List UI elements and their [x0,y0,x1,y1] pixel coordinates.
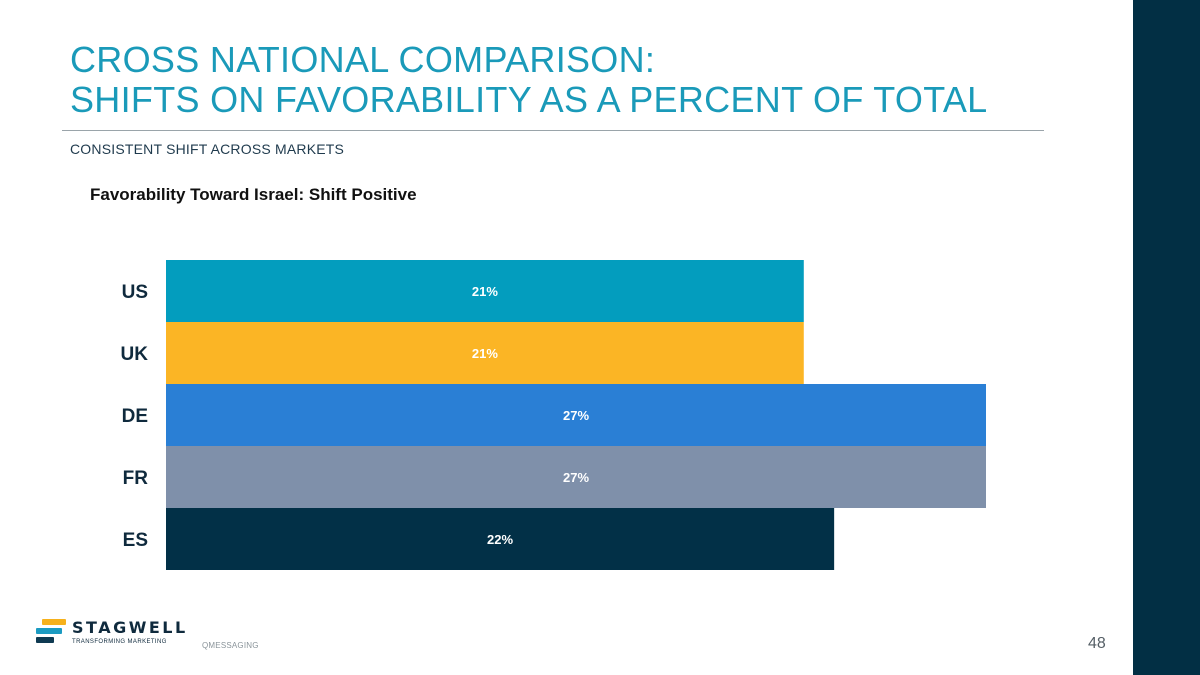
bar-uk [166,322,804,384]
subtitle: CONSISTENT SHIFT ACROSS MARKETS [70,141,345,157]
category-label-es: ES [123,530,148,551]
page-title: CROSS NATIONAL COMPARISON: SHIFTS ON FAV… [70,40,987,120]
bar-value-label-es: 22% [487,532,513,547]
bar-de [166,384,986,446]
bar-fr [166,446,986,508]
category-label-de: DE [122,406,148,427]
logo-tagline: TRANSFORMING MARKETING [72,639,167,645]
category-label-fr: FR [123,468,149,489]
bar-es [166,508,835,570]
stagwell-mark-icon [36,619,66,643]
right-accent-band [1133,0,1200,675]
title-line-1: CROSS NATIONAL COMPARISON: [70,39,656,80]
chart-title: Favorability Toward Israel: Shift Positi… [90,185,417,204]
logo-wordmark: STAGWELL [72,618,188,637]
bar-value-label-fr: 27% [563,470,589,485]
category-label-uk: UK [121,344,149,365]
page-number: 48 [1088,635,1106,652]
title-divider [62,130,1044,131]
bar-value-label-de: 27% [563,408,589,423]
stagwell-logo: STAGWELL TRANSFORMING MARKETING [36,618,186,650]
title-line-2: SHIFTS ON FAVORABILITY AS A PERCENT OF T… [70,79,988,120]
bar-value-label-us: 21% [472,284,498,299]
bar-us [166,260,804,322]
category-label-us: US [122,282,148,303]
bar-value-label-uk: 21% [472,346,498,361]
footer-tag: QMESSAGING [202,641,259,650]
